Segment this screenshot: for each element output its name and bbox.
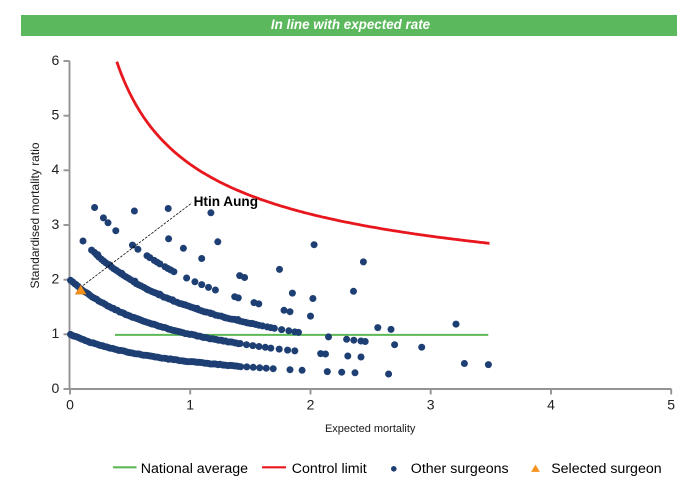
svg-text:2: 2 (52, 271, 60, 287)
svg-text:6: 6 (52, 52, 60, 68)
svg-text:Htin Aung: Htin Aung (194, 194, 258, 209)
svg-text:Expected mortality: Expected mortality (325, 423, 416, 435)
svg-text:5: 5 (52, 107, 60, 123)
svg-text:4: 4 (547, 397, 555, 413)
svg-text:Standardised mortality ratio: Standardised mortality ratio (28, 142, 42, 288)
svg-text:3: 3 (427, 397, 435, 413)
svg-text:1: 1 (52, 325, 60, 341)
svg-text:2: 2 (307, 397, 315, 413)
svg-text:3: 3 (52, 216, 60, 232)
svg-text:National average: National average (141, 461, 248, 477)
svg-text:0: 0 (66, 397, 74, 413)
svg-text:1: 1 (186, 397, 194, 413)
svg-text:5: 5 (667, 397, 675, 413)
svg-text:4: 4 (52, 161, 60, 177)
svg-text:Other surgeons: Other surgeons (411, 461, 509, 477)
svg-text:0: 0 (52, 380, 60, 396)
svg-text:Selected surgeon: Selected surgeon (551, 461, 661, 477)
svg-text:Control limit: Control limit (292, 461, 367, 477)
